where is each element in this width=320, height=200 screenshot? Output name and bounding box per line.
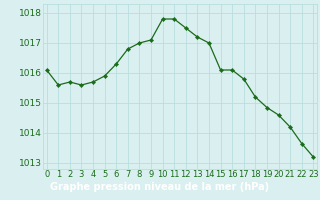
Text: Graphe pression niveau de la mer (hPa): Graphe pression niveau de la mer (hPa): [51, 182, 269, 192]
